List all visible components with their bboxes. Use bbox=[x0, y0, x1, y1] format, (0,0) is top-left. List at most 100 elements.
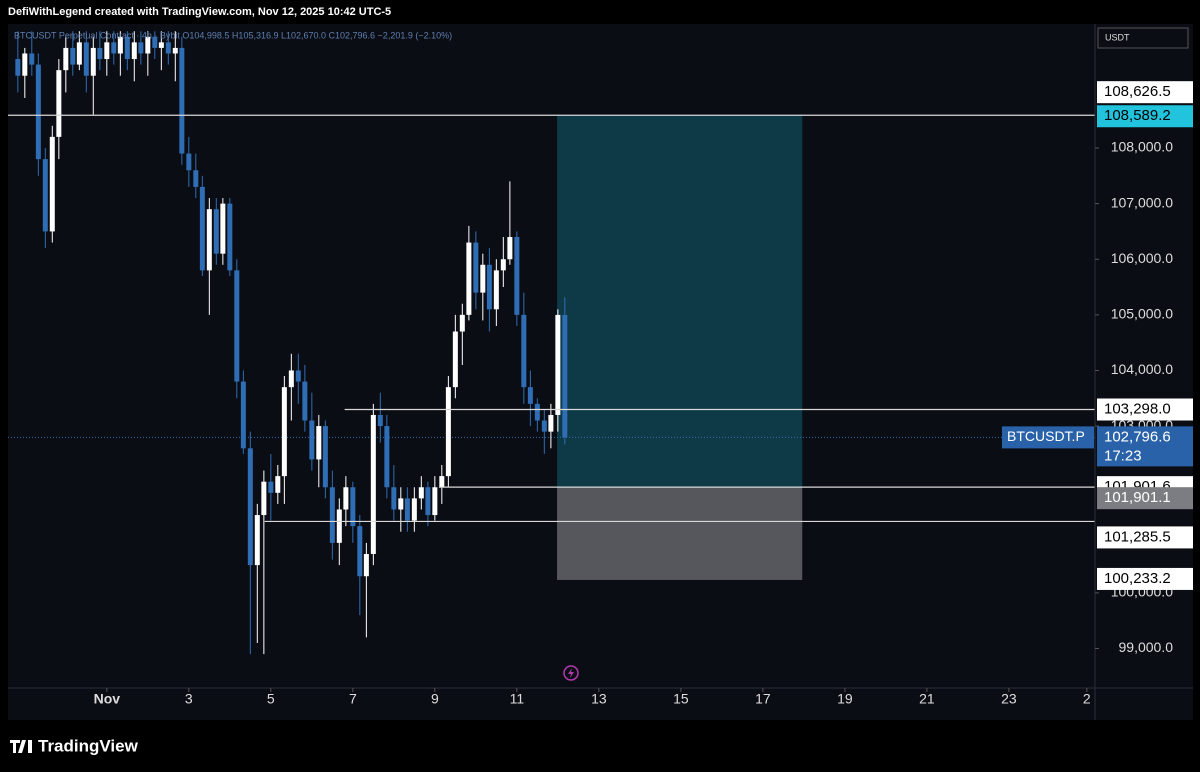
candle-body bbox=[281, 387, 287, 477]
price-label: 100,233.2 bbox=[1104, 570, 1171, 587]
y-tick-label: 107,000.0 bbox=[1111, 194, 1173, 210]
candle-body bbox=[111, 42, 117, 54]
candle-body bbox=[514, 236, 520, 315]
price-label-box bbox=[1097, 526, 1193, 549]
candle-body bbox=[316, 426, 322, 460]
x-tick-label: 15 bbox=[673, 691, 689, 707]
candle-body bbox=[452, 331, 458, 388]
candle-body bbox=[193, 170, 199, 187]
candle-body bbox=[247, 448, 253, 566]
candle-body bbox=[473, 242, 479, 293]
candle-body bbox=[384, 426, 390, 488]
candle-body bbox=[377, 414, 383, 427]
y-tick-label: 99,000.0 bbox=[1119, 639, 1174, 655]
candle-body bbox=[329, 487, 335, 543]
brand: TradingView bbox=[38, 736, 139, 755]
x-tick-label: 23 bbox=[1001, 691, 1017, 707]
candle-body bbox=[213, 209, 219, 254]
candle-body bbox=[29, 53, 35, 65]
event-bolt bbox=[568, 668, 574, 678]
last-price-label: 102,796.6 bbox=[1104, 428, 1171, 445]
candle-body bbox=[124, 36, 130, 60]
price-label-box bbox=[1097, 105, 1193, 128]
candle-body bbox=[445, 387, 451, 477]
currency: USDT bbox=[1105, 32, 1130, 42]
candle-body bbox=[158, 42, 164, 48]
candle-body bbox=[234, 270, 240, 382]
candle-body bbox=[562, 314, 568, 438]
candle-body bbox=[391, 487, 397, 510]
candle-body bbox=[35, 64, 41, 160]
candle-body bbox=[322, 426, 328, 488]
symbol-legend: BTCUSDT Perpetual Contract · 4h · Bybit … bbox=[14, 30, 452, 40]
candle-body bbox=[138, 42, 144, 54]
y-tick-label: 108,000.0 bbox=[1111, 139, 1173, 155]
candle-body bbox=[172, 47, 178, 54]
x-tick-label: 2 bbox=[1083, 691, 1091, 707]
candle-body bbox=[459, 314, 465, 332]
event-icon[interactable] bbox=[563, 665, 579, 681]
candle-body bbox=[425, 487, 431, 516]
candle-body bbox=[117, 36, 123, 54]
brand-logo bbox=[10, 740, 32, 753]
candle-body bbox=[165, 42, 171, 54]
candle-body bbox=[131, 42, 137, 60]
candle-body bbox=[76, 42, 82, 65]
candle-body bbox=[486, 264, 492, 310]
candle-body bbox=[186, 153, 192, 171]
candle-body bbox=[398, 498, 404, 510]
candle-body bbox=[179, 47, 185, 154]
candle-body bbox=[507, 236, 513, 260]
candle-body bbox=[49, 136, 55, 232]
candle-body bbox=[418, 487, 424, 499]
candle-body bbox=[70, 47, 76, 65]
candle-body bbox=[432, 487, 438, 516]
candle-body bbox=[227, 203, 233, 271]
symbol-tag: BTCUSDT.P bbox=[1007, 428, 1085, 444]
countdown: 17:23 bbox=[1104, 447, 1142, 464]
x-tick-label: 5 bbox=[267, 691, 275, 707]
candle-body bbox=[370, 414, 376, 554]
price-label: 103,298.0 bbox=[1104, 400, 1171, 417]
candle-body bbox=[104, 42, 110, 60]
x-tick-label: 19 bbox=[837, 691, 853, 707]
candle-body bbox=[466, 242, 472, 315]
candle-body bbox=[302, 381, 308, 421]
candle-body bbox=[199, 186, 205, 271]
y-tick-label: 104,000.0 bbox=[1111, 361, 1173, 377]
candle-body bbox=[206, 209, 212, 271]
candle-body bbox=[56, 70, 62, 137]
x-tick-label: 21 bbox=[919, 691, 935, 707]
candle-body bbox=[288, 370, 294, 388]
symbol-tag-box bbox=[1002, 426, 1094, 449]
candle-body bbox=[42, 159, 48, 232]
price-label-box bbox=[1097, 487, 1193, 510]
price-label: 108,626.5 bbox=[1104, 83, 1171, 100]
target-zone bbox=[557, 115, 803, 488]
candle-body bbox=[240, 381, 246, 449]
candle-body bbox=[541, 420, 547, 432]
candle-body bbox=[493, 270, 499, 310]
price-label-box bbox=[1097, 81, 1193, 104]
x-tick-label: 3 bbox=[185, 691, 193, 707]
candle-body bbox=[309, 420, 315, 460]
candle-body bbox=[439, 476, 445, 488]
price-label-box bbox=[1097, 398, 1193, 421]
candle-body bbox=[295, 370, 301, 382]
candle-body bbox=[261, 481, 267, 516]
price-label: 108,589.2 bbox=[1104, 107, 1171, 124]
candle-body bbox=[254, 515, 260, 566]
x-tick-label: Nov bbox=[94, 691, 121, 707]
candle-body bbox=[527, 387, 533, 404]
x-tick-label: 17 bbox=[755, 691, 771, 707]
header: DefiWithLegend created with TradingView.… bbox=[8, 6, 391, 18]
candle-body bbox=[363, 553, 369, 577]
x-tick-label: 13 bbox=[591, 691, 607, 707]
candle-body bbox=[220, 203, 226, 254]
x-tick-label: 9 bbox=[431, 691, 439, 707]
candle-body bbox=[411, 498, 417, 521]
y-tick-label: 105,000.0 bbox=[1111, 306, 1173, 322]
currency-box[interactable] bbox=[1097, 27, 1189, 49]
